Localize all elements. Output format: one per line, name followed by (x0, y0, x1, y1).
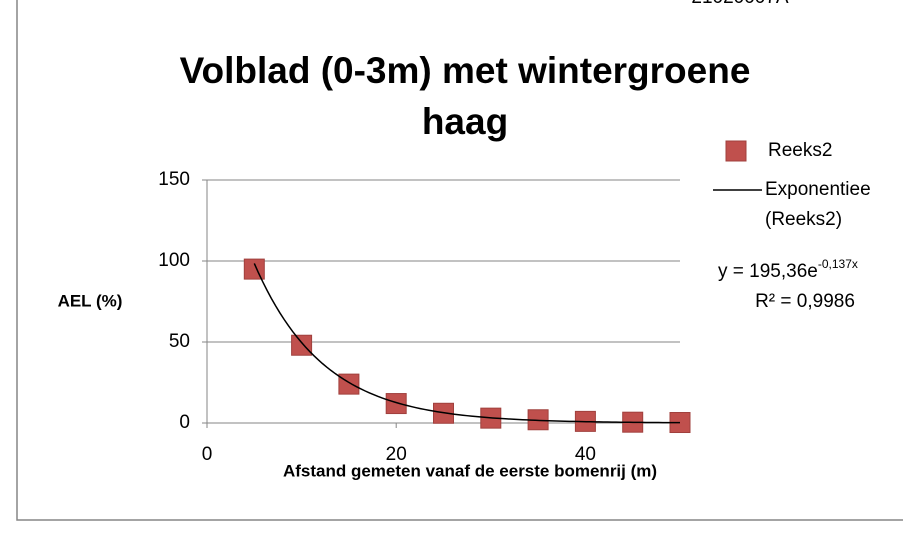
header-code: 21020007A (691, 0, 789, 8)
y-tick-label: 50 (169, 331, 190, 352)
x-tick-label: 20 (386, 444, 407, 465)
y-tick-label: 100 (158, 250, 190, 271)
y-tick-label: 150 (158, 169, 190, 190)
x-tick-label: 0 (202, 444, 213, 465)
trendline (253, 263, 681, 424)
equation: y = 195,36e (718, 261, 818, 282)
x-tick-label: 40 (575, 444, 596, 465)
y-axis-label: AEL (%) (58, 291, 123, 310)
x-axis-label: Afstand gemeten vanaf de eerste bomenrij… (283, 461, 657, 480)
chart-title: haag (422, 101, 508, 142)
trend-r2: R² = 0,9986 (755, 291, 855, 312)
y-tick-label: 0 (179, 412, 190, 433)
legend-label: Reeks2 (768, 140, 832, 161)
trend-equation: y = 195,36e-0,137x (718, 257, 858, 282)
legend-label: Exponentiee (765, 179, 871, 200)
marker (338, 373, 360, 395)
marker (291, 334, 313, 356)
chart-border (16, 0, 903, 521)
equation-exponent: -0,137x (818, 257, 858, 271)
chart-title: Volblad (0-3m) met wintergroene (180, 50, 751, 91)
legend-label: (Reeks2) (765, 209, 842, 230)
legend-marker (725, 140, 747, 162)
marker (385, 393, 407, 415)
marker (243, 258, 265, 280)
